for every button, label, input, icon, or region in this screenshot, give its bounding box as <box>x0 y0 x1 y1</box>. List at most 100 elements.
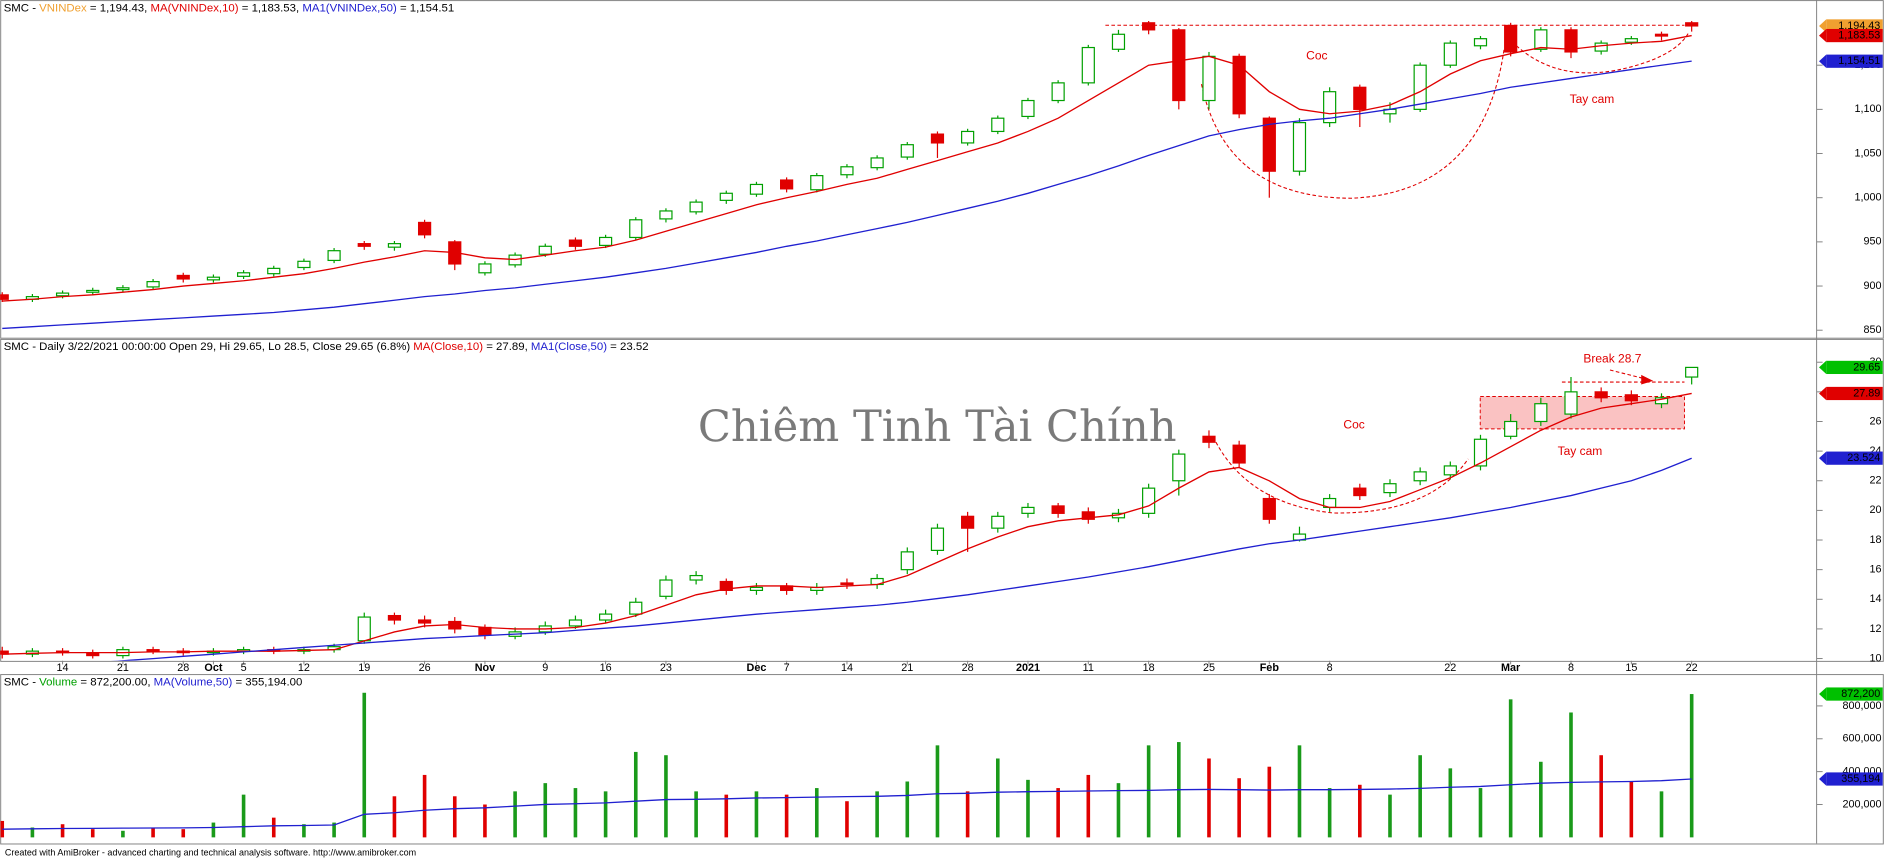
last-value-label: 355,194 <box>1841 773 1880 785</box>
last-value-pointer <box>1819 772 1827 786</box>
y-tick-label: 14 <box>1869 593 1881 605</box>
candle-body <box>1051 82 1065 102</box>
candle-body <box>387 614 402 621</box>
candle-body <box>1564 391 1578 415</box>
volume-bar <box>784 794 789 838</box>
volume-bar <box>1116 783 1121 838</box>
candle-body <box>1534 29 1548 50</box>
arrow-head <box>1641 374 1654 385</box>
candle-body <box>930 527 945 551</box>
volume-bar <box>845 801 849 838</box>
x-tick-label: 25 <box>1203 662 1215 674</box>
x-tick-label: 2021 <box>1016 662 1040 674</box>
pane-header: SMC - VNINDex = 1,194.43, MA(VNINDex,10)… <box>4 2 454 14</box>
volume-bar <box>452 796 457 838</box>
last-value-label: 23.524 <box>1847 452 1880 464</box>
candle-body <box>1051 505 1065 514</box>
watermark: Chiêm Tinh Tài Chính <box>698 402 1177 452</box>
y-tick-label: 16 <box>1869 564 1881 576</box>
volume-bar <box>1327 788 1332 838</box>
candle-body <box>599 236 613 247</box>
candle-body <box>689 201 703 213</box>
x-tick-label: 26 <box>419 662 431 674</box>
annotation: Coc <box>1343 417 1364 431</box>
last-value-pointer <box>1819 687 1827 701</box>
candle-body <box>930 133 945 144</box>
candle-body <box>689 574 703 581</box>
last-value-label: 27.89 <box>1853 387 1880 399</box>
y-tick-label: 22 <box>1869 475 1881 487</box>
header-segment: VNINDex <box>39 2 87 14</box>
candle-body <box>568 619 583 627</box>
ma-line <box>113 457 1692 661</box>
volume-bar <box>513 791 517 838</box>
volume-bar <box>90 829 95 838</box>
header-segment: SMC - Daily 3/22/2021 00:00:00 Open 29, … <box>4 341 414 353</box>
candle-body <box>1081 46 1095 84</box>
y-tick-label: 800,000 <box>1842 700 1881 712</box>
volume-bar <box>1508 699 1513 838</box>
volume-bar <box>121 830 125 838</box>
last-value-pointer <box>1819 19 1827 33</box>
candle-body <box>297 260 311 269</box>
x-tick-label: 18 <box>1143 662 1155 674</box>
footer: Created with AmiBroker - advanced charti… <box>5 847 416 857</box>
candle-body <box>1383 483 1397 494</box>
candle-body <box>840 166 854 176</box>
last-value-box <box>1826 687 1883 701</box>
y-tick-label: 1,100 <box>1854 103 1881 115</box>
volume-bar <box>875 791 879 838</box>
volume-bar <box>271 817 276 838</box>
x-tick-label: 21 <box>117 662 129 674</box>
volume-bar <box>935 745 940 838</box>
candle-body <box>1232 55 1246 115</box>
x-tick-label: 9 <box>542 662 548 674</box>
header-segment: = 27.89, <box>483 341 531 353</box>
volume-bar <box>1659 791 1664 838</box>
x-tick-label: 11 <box>1083 662 1094 674</box>
x-tick-label: 14 <box>841 662 853 674</box>
x-tick-label: 12 <box>298 662 310 674</box>
candle-body <box>1624 38 1638 43</box>
volume-bar <box>1056 788 1060 838</box>
candle-body <box>1594 42 1608 52</box>
x-tick-label: 15 <box>1625 662 1637 674</box>
pane-frame <box>0 0 1884 339</box>
last-value-box <box>1826 386 1883 401</box>
volume-bar <box>1297 745 1302 838</box>
x-tick-label: 28 <box>962 662 974 674</box>
candle-body <box>749 586 764 591</box>
candle-body <box>0 294 9 300</box>
volume-bar <box>483 804 487 838</box>
volume-bar <box>965 791 970 838</box>
volume-bar <box>1146 745 1151 838</box>
annotation: Coc <box>1306 49 1327 63</box>
y-tick-label: 26 <box>1869 415 1881 427</box>
y-tick-label: 18 <box>1869 534 1881 546</box>
candle-body <box>780 179 794 190</box>
volume-bar <box>1358 784 1362 838</box>
candle-body <box>176 274 190 280</box>
candle-body <box>1685 22 1699 27</box>
y-tick-label: 1,050 <box>1854 147 1881 159</box>
candle-body <box>236 272 251 277</box>
candle-body <box>961 130 975 144</box>
last-value-label: 1,183.53 <box>1838 29 1880 41</box>
volume-bar <box>814 788 819 838</box>
candle-body <box>629 601 643 615</box>
y-tick-label: 600,000 <box>1842 733 1881 745</box>
x-tick-label: 14 <box>57 662 69 674</box>
annotation: Break 28.7 <box>1583 351 1641 365</box>
volume-bar <box>1388 794 1392 838</box>
candle-body <box>1504 420 1518 437</box>
x-tick-label: 28 <box>177 662 189 674</box>
candle-body <box>870 157 884 169</box>
candle-body <box>1564 29 1578 53</box>
last-value-pointer <box>1819 451 1827 465</box>
candle-body <box>267 267 281 275</box>
volume-bar <box>633 751 638 838</box>
volume-bar <box>1267 766 1272 838</box>
last-value-label: 29.65 <box>1853 361 1880 373</box>
volume-bar <box>1629 781 1634 838</box>
candle-body <box>719 192 733 201</box>
